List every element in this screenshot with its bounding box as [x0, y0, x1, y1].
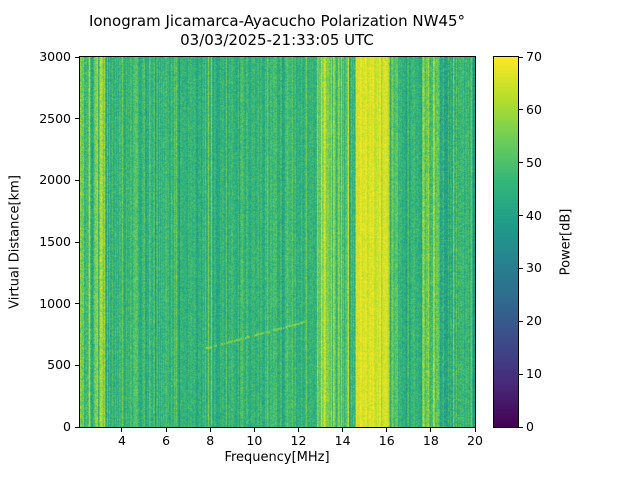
colorbar-tick-mark [519, 426, 523, 428]
y-tick-label: 1500 [39, 234, 71, 249]
chart-subtitle-timestamp: 03/03/2025-21:33:05 UTC [180, 31, 374, 49]
y-tick-label: 2500 [39, 110, 71, 126]
colorbar-tick-mark [519, 320, 523, 322]
x-tick-label: 8 [206, 433, 215, 448]
y-tick-mark [75, 241, 79, 243]
x-tick-label: 16 [378, 433, 395, 448]
colorbar-tick-mark [519, 267, 523, 269]
ionogram-heatmap [79, 56, 476, 428]
colorbar-tick-label: 50 [526, 154, 542, 170]
x-tick-mark [165, 428, 167, 432]
y-tick-mark [75, 56, 79, 58]
x-tick-label: 6 [162, 433, 171, 448]
colorbar-label: Power[dB] [558, 208, 574, 276]
colorbar-tick-mark [519, 109, 523, 111]
colorbar-tick-mark [519, 162, 523, 164]
y-tick-mark [75, 179, 79, 181]
x-tick-mark [121, 428, 123, 432]
colorbar-tick-label: 70 [526, 49, 542, 64]
colorbar-tick-label: 20 [526, 313, 542, 329]
x-tick-label: 20 [467, 433, 483, 448]
y-tick-mark [75, 364, 79, 366]
colorbar-tick-mark [519, 56, 523, 58]
x-tick-mark [209, 428, 211, 432]
x-axis-label: Frequency[MHz] [224, 450, 330, 465]
colorbar-tick-label: 10 [526, 366, 542, 382]
x-tick-label: 14 [334, 433, 351, 448]
y-tick-mark [75, 426, 79, 428]
x-tick-mark [342, 428, 344, 432]
x-tick-label: 18 [422, 433, 439, 448]
x-tick-label: 4 [117, 433, 126, 448]
y-tick-label: 1000 [39, 295, 71, 311]
colorbar [493, 56, 519, 428]
colorbar-tick-label: 60 [526, 101, 542, 117]
colorbar-tick-mark [519, 215, 523, 217]
x-tick-label: 12 [290, 433, 307, 448]
y-tick-label: 0 [63, 419, 71, 434]
y-tick-label: 500 [47, 357, 71, 373]
x-tick-mark [386, 428, 388, 432]
x-tick-label: 10 [246, 433, 263, 448]
colorbar-tick-label: 0 [526, 419, 534, 434]
x-tick-mark [253, 428, 255, 432]
y-tick-label: 2000 [39, 172, 71, 188]
chart-title: Ionogram Jicamarca-Ayacucho Polarization… [88, 12, 466, 30]
x-tick-mark [297, 428, 299, 432]
y-tick-label: 3000 [39, 49, 71, 64]
x-tick-mark [430, 428, 432, 432]
y-tick-mark [75, 303, 79, 305]
colorbar-tick-label: 30 [526, 260, 542, 276]
y-axis-label: Virtual Distance[km] [7, 175, 23, 309]
x-tick-mark [474, 428, 476, 432]
colorbar-tick-label: 40 [526, 207, 542, 223]
colorbar-tick-mark [519, 373, 523, 375]
y-tick-mark [75, 118, 79, 120]
